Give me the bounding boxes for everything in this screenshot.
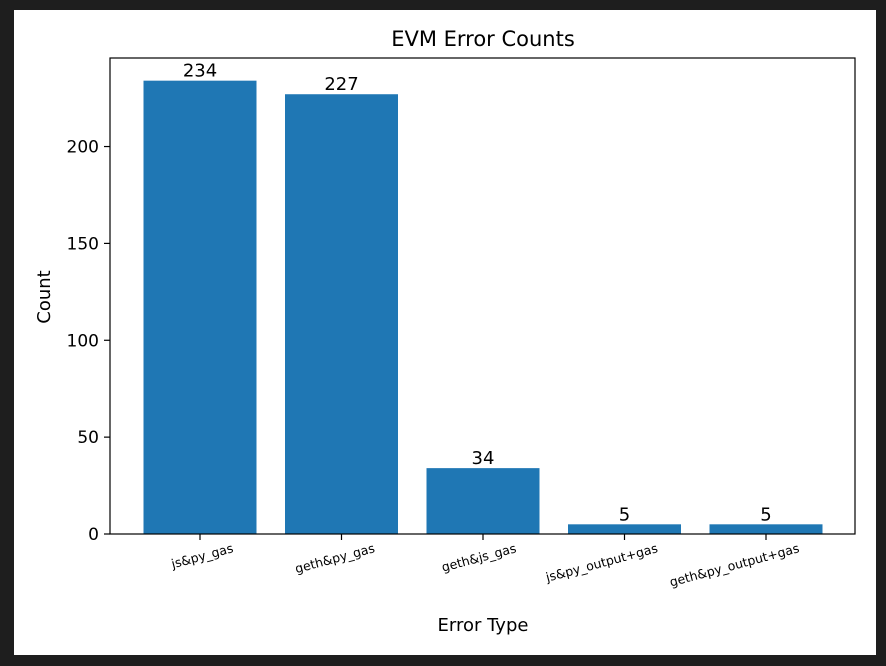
bars-group: [143, 80, 823, 535]
data-label-0: 234: [183, 61, 217, 82]
plot-frame: [109, 57, 856, 535]
bar-4: [709, 524, 823, 534]
data-label-1: 227: [324, 74, 358, 95]
x-tick-label-4: geth&py_output+gas: [668, 540, 801, 589]
x-tick-label-2: geth&js_gas: [440, 540, 518, 574]
bar-chart: EVM Error Counts Count Error Type 234 227…: [34, 27, 856, 636]
x-axis-ticks: js&py_gas geth&py_gas geth&js_gas js&py_out…: [169, 534, 801, 589]
x-tick-label-1: geth&py_gas: [293, 540, 376, 576]
y-tick-label-1: 50: [77, 428, 99, 448]
x-axis-label: Error Type: [438, 615, 529, 636]
y-tick-label-3: 150: [67, 234, 99, 254]
data-label-3: 5: [619, 504, 630, 525]
bar-1: [285, 94, 398, 535]
bar-2: [426, 468, 540, 534]
y-tick-label-4: 200: [67, 138, 99, 158]
chart-figure: EVM Error Counts Count Error Type 234 227…: [14, 10, 876, 655]
y-axis-ticks: 0 50 100 150 200: [67, 138, 110, 545]
y-tick-label-2: 100: [67, 331, 99, 351]
y-axis-label: Count: [34, 270, 55, 323]
data-labels-group: 234 227 34 5 5: [183, 61, 772, 526]
data-label-4: 5: [760, 504, 771, 525]
y-tick-label-0: 0: [88, 525, 99, 545]
x-tick-label-3: js&py_output+gas: [543, 540, 659, 585]
x-tick-label-0: js&py_gas: [169, 540, 235, 571]
bar-3: [568, 524, 681, 534]
chart-title: EVM Error Counts: [391, 27, 575, 51]
bar-0: [143, 80, 257, 535]
data-label-2: 34: [472, 448, 495, 469]
